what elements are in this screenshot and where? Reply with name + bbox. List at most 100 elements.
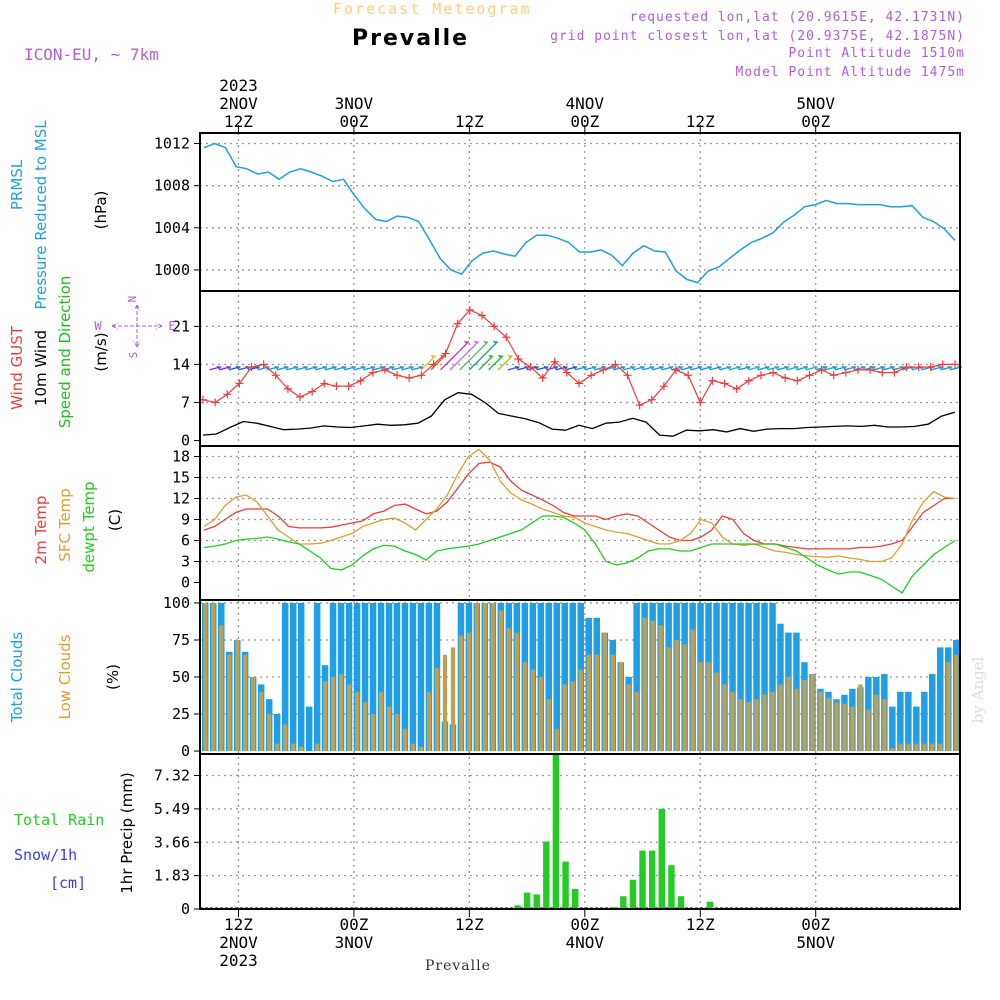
- footer-location: Prevalle: [425, 958, 491, 974]
- low-clouds-bar: [594, 654, 599, 752]
- low-clouds-bar: [906, 743, 911, 751]
- low-clouds-bar: [458, 635, 464, 751]
- total-clouds-bar: [409, 603, 417, 752]
- time-label-bottom: 00Z: [570, 915, 599, 934]
- total-clouds-bar: [745, 603, 752, 752]
- time-label-top: 2NOV: [219, 94, 258, 113]
- total-clouds-bar: [313, 603, 321, 752]
- wind-direction-arrowhead: [488, 354, 494, 359]
- low-clouds-bar: [794, 688, 799, 751]
- wind-direction-arrowhead: [831, 365, 837, 370]
- requested-coords: requested lon,lat (20.9615E, 42.1731N): [629, 10, 965, 25]
- wind-direction-arrowhead: [687, 365, 693, 370]
- gust-marker: [320, 379, 329, 388]
- wind-direction-arrowhead: [463, 340, 469, 345]
- wind-direction-arrowhead: [726, 365, 732, 370]
- wind-direction-arrowhead: [668, 365, 674, 370]
- y-tick-label: 3.66: [154, 833, 190, 851]
- wind-direction-arrowhead: [398, 365, 404, 370]
- wind-direction-arrowhead: [841, 365, 847, 370]
- gust-marker: [817, 365, 826, 374]
- sfc-temp-label: SFC Temp: [56, 488, 74, 561]
- wind-direction-arrowhead: [430, 354, 436, 359]
- gust-marker: [878, 368, 887, 377]
- low-clouds-bar: [530, 669, 535, 751]
- wind-direction-arrowhead: [473, 340, 479, 345]
- low-clouds-bar: [642, 617, 647, 752]
- wind-direction-arrowhead: [947, 365, 953, 370]
- gust-marker: [296, 393, 305, 402]
- total-clouds-bar: [425, 603, 433, 752]
- low-clouds-bar: [954, 654, 959, 752]
- low-clouds-bar: [554, 728, 559, 751]
- y-tick-label: 18: [172, 448, 190, 466]
- low-clouds-bar: [778, 684, 783, 751]
- wind-direction-arrowhead: [822, 365, 828, 370]
- gust-marker: [611, 360, 620, 369]
- low-clouds-bar: [690, 629, 695, 751]
- low-clouds-bar: [546, 699, 551, 751]
- y-tick-label: 5.49: [154, 800, 190, 818]
- wind-direction-arrowhead: [677, 365, 683, 370]
- gust-marker: [514, 354, 523, 363]
- low-clouds-bar: [562, 684, 567, 751]
- wind-direction-arrowhead: [350, 365, 356, 370]
- wind-direction-arrowhead: [302, 365, 308, 370]
- wind-direction-arrow: [468, 341, 499, 371]
- wind-direction-arrowhead: [706, 365, 712, 370]
- low-clouds-bar: [938, 743, 943, 751]
- gust-marker: [441, 349, 450, 358]
- wind-direction-arrowhead: [418, 365, 424, 370]
- low-clouds-bar: [267, 714, 272, 751]
- low-clouds-bar: [219, 625, 224, 752]
- wind-direction-arrowhead: [507, 354, 513, 359]
- rain-bar: [639, 850, 646, 909]
- time-label-top: 12Z: [686, 112, 715, 131]
- wind-direction-arrowhead: [360, 365, 366, 370]
- total-clouds-bar: [913, 706, 920, 751]
- gust-marker: [684, 371, 693, 380]
- low-clouds-bar: [347, 684, 352, 751]
- total-clouds-bar: [385, 603, 393, 752]
- total-rain-label: Total Rain: [14, 811, 104, 829]
- rain-bar: [620, 896, 627, 909]
- wind-direction-arrowhead: [649, 365, 655, 370]
- model-name: ICON-EU, ~ 7km: [24, 45, 159, 64]
- low-clouds-bar: [235, 640, 240, 752]
- time-label-bottom: 3NOV: [335, 933, 374, 952]
- gust-marker: [793, 376, 802, 385]
- wind-direction-arrowhead: [514, 365, 520, 370]
- low-clouds-bar: [291, 743, 296, 751]
- low-clouds-bar: [930, 743, 935, 751]
- rain-bar: [514, 905, 521, 909]
- gust-marker: [781, 374, 790, 383]
- gust-marker: [866, 365, 875, 374]
- gust-marker: [951, 360, 959, 369]
- total-clouds-bar: [545, 603, 552, 752]
- low-clouds-bar: [610, 654, 615, 752]
- sfc-temp-line: [203, 448, 956, 563]
- time-label-bottom: 00Z: [339, 915, 368, 934]
- y-tick-label: 100: [163, 594, 190, 612]
- gust-marker: [538, 374, 547, 383]
- low-clouds-bar: [834, 702, 839, 752]
- low-clouds-bar: [203, 603, 208, 752]
- gust-marker: [744, 376, 753, 385]
- gust-marker: [223, 390, 232, 399]
- time-label-top: 00Z: [570, 112, 599, 131]
- wind-direction-arrowhead: [293, 365, 299, 370]
- gust-marker: [635, 401, 644, 410]
- gust-marker: [769, 368, 778, 377]
- low-clouds-bar: [387, 706, 392, 751]
- temp2m-label: 2m Temp: [32, 496, 50, 565]
- low-clouds-bar: [722, 684, 727, 751]
- wind-direction-arrowhead: [322, 365, 328, 370]
- y-tick-label: 12: [172, 490, 190, 508]
- total-clouds-bar: [305, 706, 313, 751]
- total-clouds-bar: [905, 691, 912, 751]
- low-clouds-bar: [818, 691, 823, 751]
- time-label-bottom: 00Z: [801, 915, 830, 934]
- gust-marker: [853, 365, 862, 374]
- gridpoint-coords: grid point closest lon,lat (20.9375E, 42…: [550, 29, 965, 44]
- time-label-bottom: 2NOV: [219, 933, 258, 952]
